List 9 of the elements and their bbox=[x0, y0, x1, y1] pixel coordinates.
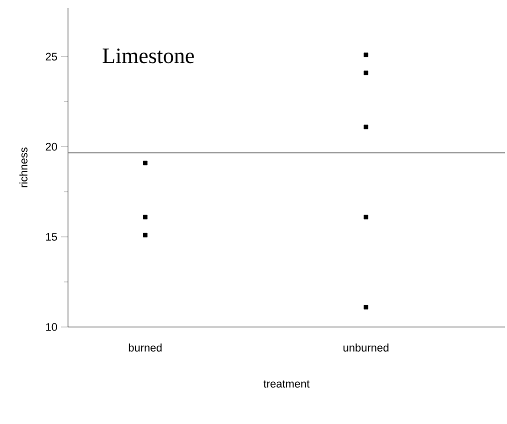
y-tick-label: 10 bbox=[46, 323, 58, 331]
y-tick-label: 15 bbox=[46, 233, 58, 241]
y-tick-label: 20 bbox=[46, 142, 58, 151]
y-tick-label: 25 bbox=[46, 52, 58, 61]
x-axis-title: treatment bbox=[264, 380, 310, 388]
x-tick-label: unburned bbox=[344, 344, 388, 352]
x-tick-label: burned bbox=[128, 344, 162, 352]
annotation: Limestone bbox=[102, 48, 194, 64]
y-axis-title: richness bbox=[19, 148, 28, 188]
